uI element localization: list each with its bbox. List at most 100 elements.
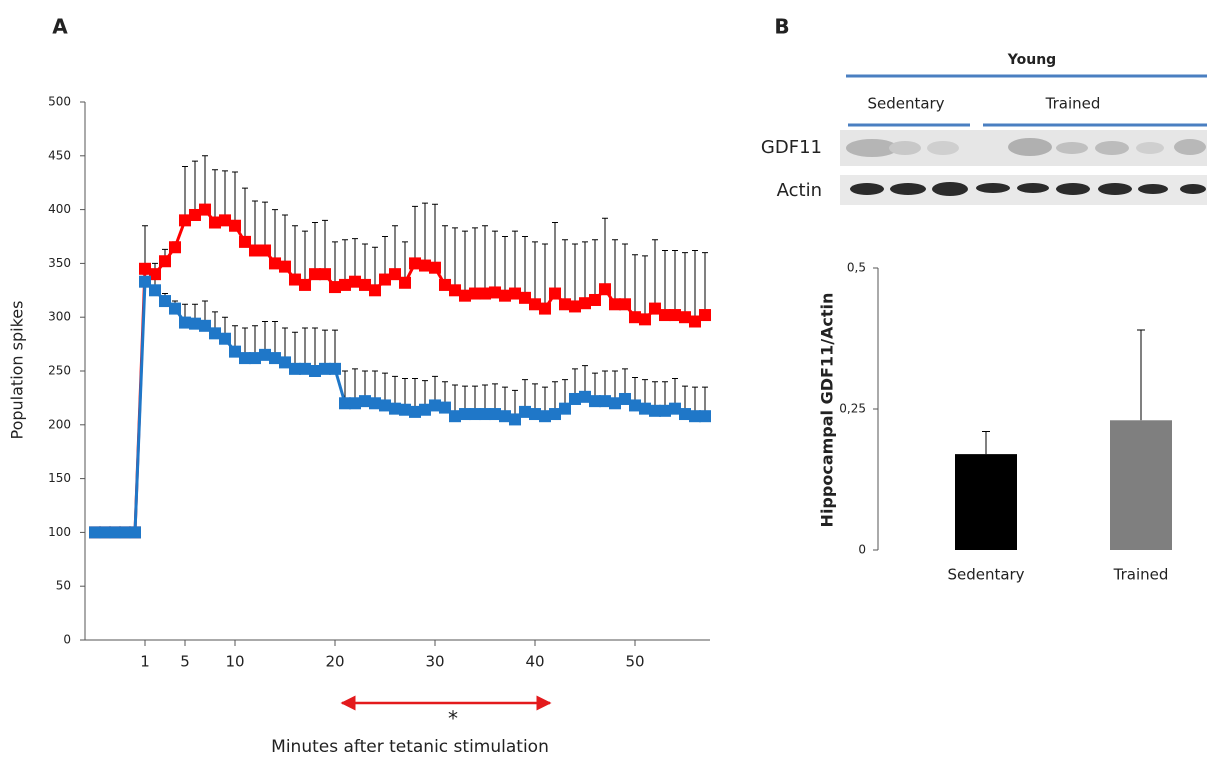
marker (319, 268, 331, 280)
error-bar (282, 215, 288, 267)
error-bar (292, 226, 298, 280)
y-axis-label: Hippocampal GDF11/Actin (818, 293, 837, 528)
error-bar (312, 328, 318, 371)
marker (599, 283, 611, 295)
marker (699, 410, 711, 422)
marker (299, 279, 311, 291)
y-axis-label: Population spikes (8, 301, 27, 440)
marker (329, 363, 341, 375)
error-bar (672, 250, 678, 315)
error-bar (542, 244, 548, 309)
error-bar (532, 242, 538, 304)
error-bar (332, 242, 338, 287)
error-bar (452, 228, 458, 290)
y-tick-label: 450 (48, 148, 71, 162)
error-bar (322, 220, 328, 274)
marker (429, 262, 441, 274)
error-bar (342, 240, 348, 285)
error-bar (462, 231, 468, 296)
error-bar (492, 231, 498, 292)
x-tick-label: 30 (425, 653, 444, 671)
marker (169, 241, 181, 253)
marker (549, 288, 561, 300)
y-tick-label: 200 (48, 417, 71, 431)
error-bar (642, 256, 648, 319)
error-bar (582, 242, 588, 303)
x-tick-label: 50 (625, 653, 644, 671)
marker (199, 204, 211, 216)
marker (639, 313, 651, 325)
error-bar (622, 244, 628, 304)
x-tick-label: 1 (140, 653, 150, 671)
blot-group: Young (1007, 52, 1056, 68)
error-bar (512, 231, 518, 293)
marker (219, 333, 231, 345)
y-tick-label: 500 (48, 95, 71, 109)
x-tick-label: Sedentary (947, 566, 1024, 584)
y-tick-label: 100 (48, 525, 71, 539)
error-bar (592, 240, 598, 300)
y-tick-label: 150 (48, 471, 71, 485)
marker (699, 309, 711, 321)
y-tick-label: 400 (48, 202, 71, 216)
error-bar (482, 226, 488, 294)
marker (259, 244, 271, 256)
y-tick-label: 350 (48, 256, 71, 270)
error-bar (652, 240, 658, 309)
y-tick-label: 50 (56, 579, 71, 593)
error-bar (142, 226, 148, 269)
error-bar (522, 237, 528, 298)
error-bar (702, 253, 708, 315)
error-bar (442, 226, 448, 285)
y-tick-label: 250 (48, 364, 71, 378)
marker (399, 277, 411, 289)
error-bar (1137, 330, 1145, 420)
error-bar (432, 204, 438, 267)
marker (279, 261, 291, 273)
error-bar (562, 240, 568, 305)
error-bar (412, 206, 418, 263)
marker (149, 284, 161, 296)
error-bar (422, 203, 428, 265)
marker (589, 294, 601, 306)
error-bar (382, 237, 388, 280)
marker (169, 303, 181, 315)
y-tick-label: 0,5 (847, 261, 866, 275)
blot-row-label: GDF11 (761, 137, 822, 158)
x-tick-label: 40 (525, 653, 544, 671)
bar (955, 454, 1017, 550)
marker (539, 303, 551, 315)
annotation: * (448, 707, 458, 731)
error-bar (302, 231, 308, 285)
x-tick-label: 5 (180, 653, 190, 671)
marker (159, 255, 171, 267)
error-bar (202, 156, 208, 210)
blot-lane-label: Sedentary (867, 95, 944, 113)
error-bar (222, 171, 228, 220)
y-tick-label: 0 (63, 633, 71, 647)
error-bar (182, 167, 188, 221)
marker (369, 284, 381, 296)
y-tick-label: 0 (858, 543, 866, 557)
error-bar (372, 247, 378, 290)
error-bar (312, 223, 318, 275)
error-bar (472, 228, 478, 294)
x-axis-label: Minutes after tetanic stimulation (271, 737, 549, 757)
marker (619, 298, 631, 310)
error-bar (982, 432, 990, 455)
error-bar (682, 253, 688, 318)
x-tick-label: 20 (325, 653, 344, 671)
blot-row-label: Actin (777, 180, 822, 201)
bar (1110, 420, 1172, 550)
y-tick-label: 300 (48, 310, 71, 324)
blot-lane-label: Trained (1045, 95, 1101, 113)
error-bar (242, 188, 248, 242)
panel-label: B (774, 15, 789, 39)
x-tick-label: 10 (225, 653, 244, 671)
marker (129, 526, 141, 538)
error-bar (362, 244, 368, 285)
error-bar (502, 237, 508, 296)
error-bar (302, 328, 308, 369)
x-tick-label: Trained (1113, 566, 1169, 584)
figure: A050100150200250300350400450500151020304… (0, 0, 1207, 759)
